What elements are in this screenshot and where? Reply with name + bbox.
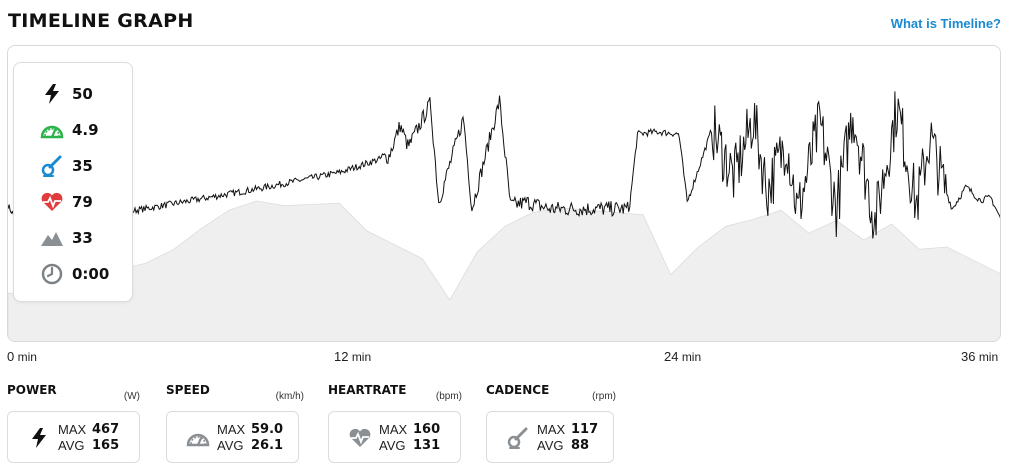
heart-pulse-icon [347, 425, 373, 451]
stat-speed-card[interactable]: MAX AVG 59.0 26.1 [166, 411, 299, 463]
stat-cadence-max-label: MAX [537, 422, 566, 437]
speedometer-icon [185, 425, 211, 451]
stat-heartrate-avg-label: AVG [379, 438, 406, 453]
stat-cadence-max-value: 117 [571, 422, 599, 437]
metric-legend: 50 4.9 35 79 33 0:00 [13, 62, 133, 302]
legend-elevation: 33 [40, 225, 93, 251]
legend-heartrate: 79 [40, 189, 93, 215]
what-is-timeline-link[interactable]: What is Timeline? [890, 16, 1001, 31]
lightning-bolt-icon [40, 82, 64, 106]
x-tick-24-value: 24 [664, 349, 679, 364]
stat-power-card[interactable]: MAX AVG 467 165 [7, 411, 140, 463]
x-tick-0-value: 0 [7, 349, 15, 364]
stat-power-title: POWER [7, 383, 57, 397]
timeline-chart-svg [8, 91, 1000, 341]
stat-power: POWER (W) MAX AVG 467 165 [7, 383, 140, 463]
stat-speed-title: SPEED [166, 383, 210, 397]
speedometer-icon [40, 118, 64, 142]
x-tick-0-unit: min [17, 350, 37, 364]
elevation-area [8, 200, 1000, 341]
stat-power-max-value: 467 [92, 422, 120, 437]
x-tick-36: 36 min [961, 349, 998, 364]
legend-cadence: 35 [40, 153, 93, 179]
lightning-bolt-icon [26, 425, 52, 451]
stat-heartrate-title: HEARTRATE [328, 383, 407, 397]
cadence-crank-icon [505, 425, 531, 451]
stat-speed-max-value: 59.0 [251, 422, 284, 437]
legend-time-value: 0:00 [72, 265, 110, 283]
page-title: TIMELINE GRAPH [8, 10, 194, 32]
stat-cadence: CADENCE (rpm) MAX AVG 117 88 [486, 383, 616, 463]
timeline-graph[interactable] [7, 45, 1001, 342]
stat-power-unit: (W) [123, 391, 140, 402]
x-tick-12: 12 min [334, 349, 371, 364]
x-tick-12-unit: min [351, 350, 372, 364]
stat-heartrate-unit: (bpm) [435, 391, 462, 402]
stat-cadence-title: CADENCE [486, 383, 550, 397]
x-tick-36-value: 36 [961, 349, 976, 364]
x-tick-36-unit: min [978, 350, 999, 364]
stat-speed-max-label: MAX [217, 422, 246, 437]
legend-cadence-value: 35 [72, 157, 93, 175]
legend-power: 50 [40, 81, 93, 107]
power-line [8, 91, 1000, 239]
legend-power-value: 50 [72, 85, 93, 103]
stat-cadence-card[interactable]: MAX AVG 117 88 [486, 411, 614, 463]
stat-cadence-avg-value: 88 [571, 438, 590, 453]
stat-speed-avg-value: 26.1 [251, 438, 284, 453]
stat-speed-avg-label: AVG [217, 438, 244, 453]
mountain-elevation-icon [40, 226, 64, 250]
legend-heartrate-value: 79 [72, 193, 93, 211]
stat-power-avg-label: AVG [58, 438, 85, 453]
stat-heartrate: HEARTRATE (bpm) MAX AVG 160 131 [328, 383, 462, 463]
heart-pulse-icon [40, 190, 64, 214]
x-tick-24: 24 min [664, 349, 701, 364]
stat-cadence-avg-label: AVG [537, 438, 564, 453]
stat-heartrate-card[interactable]: MAX AVG 160 131 [328, 411, 461, 463]
x-tick-24-unit: min [681, 350, 702, 364]
stat-heartrate-max-label: MAX [379, 422, 408, 437]
cadence-crank-icon [40, 154, 64, 178]
stat-cadence-unit: (rpm) [592, 391, 616, 402]
legend-speed-value: 4.9 [72, 121, 99, 139]
x-tick-12-value: 12 [334, 349, 349, 364]
clock-icon [40, 262, 64, 286]
stat-power-avg-value: 165 [92, 438, 120, 453]
legend-time: 0:00 [40, 261, 109, 287]
stat-power-max-label: MAX [58, 422, 87, 437]
legend-speed: 4.9 [40, 117, 99, 143]
stat-speed-unit: (km/h) [275, 391, 304, 402]
legend-elevation-value: 33 [72, 229, 93, 247]
x-tick-0: 0 min [7, 349, 37, 364]
stat-heartrate-max-value: 160 [413, 422, 441, 437]
stat-heartrate-avg-value: 131 [413, 438, 441, 453]
stat-speed: SPEED (km/h) MAX AVG 59.0 26.1 [166, 383, 304, 463]
